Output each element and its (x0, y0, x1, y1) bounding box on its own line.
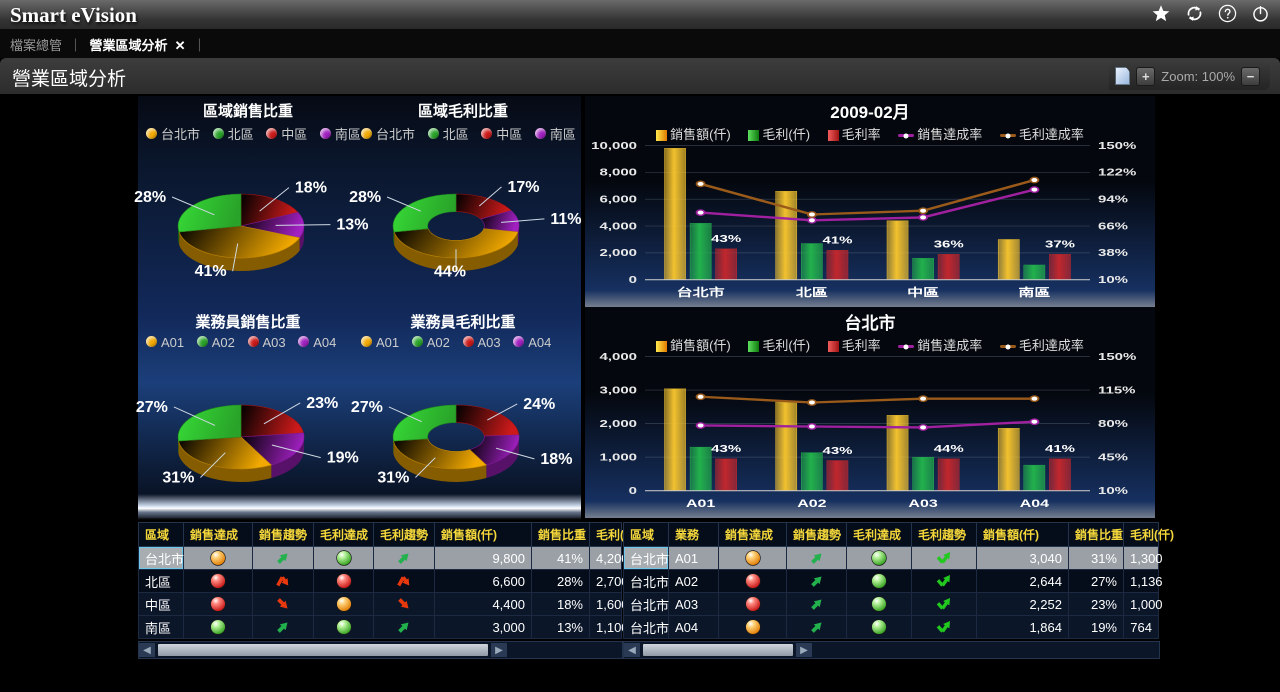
svg-text:10%: 10% (1098, 485, 1129, 497)
svg-text:A03: A03 (908, 497, 938, 509)
svg-text:41%: 41% (195, 263, 227, 280)
svg-text:4,000: 4,000 (600, 220, 637, 232)
svg-text:28%: 28% (349, 189, 381, 206)
svg-text:41%: 41% (1045, 443, 1076, 455)
svg-text:37%: 37% (1045, 238, 1076, 250)
svg-text:中區: 中區 (907, 286, 939, 299)
svg-text:122%: 122% (1098, 166, 1137, 178)
svg-text:8,000: 8,000 (600, 166, 637, 178)
svg-text:2,000: 2,000 (600, 417, 637, 429)
svg-text:44%: 44% (934, 443, 965, 455)
svg-text:27%: 27% (136, 399, 168, 416)
svg-text:1,000: 1,000 (600, 451, 637, 463)
svg-text:38%: 38% (1098, 247, 1129, 259)
svg-text:10%: 10% (1098, 274, 1129, 286)
svg-text:43%: 43% (711, 233, 742, 245)
svg-text:66%: 66% (1098, 220, 1129, 232)
svg-text:45%: 45% (1098, 451, 1129, 463)
svg-text:44%: 44% (434, 263, 466, 280)
svg-text:0: 0 (629, 485, 637, 497)
svg-text:A01: A01 (686, 497, 716, 509)
svg-text:150%: 150% (1098, 139, 1137, 151)
svg-text:94%: 94% (1098, 193, 1129, 205)
svg-text:18%: 18% (540, 451, 572, 468)
svg-text:43%: 43% (822, 444, 853, 456)
svg-text:18%: 18% (295, 180, 327, 197)
svg-text:41%: 41% (822, 234, 853, 246)
svg-text:43%: 43% (711, 443, 742, 455)
svg-text:A02: A02 (797, 497, 827, 509)
svg-text:10,000: 10,000 (591, 139, 637, 151)
svg-text:80%: 80% (1098, 417, 1129, 429)
svg-text:A04: A04 (1020, 497, 1050, 509)
svg-text:115%: 115% (1098, 384, 1136, 396)
svg-text:南區: 南區 (1018, 286, 1050, 299)
svg-text:6,000: 6,000 (600, 193, 637, 205)
svg-text:2,000: 2,000 (600, 247, 637, 259)
svg-text:28%: 28% (134, 189, 166, 206)
svg-text:台北市: 台北市 (677, 286, 725, 299)
svg-text:36%: 36% (934, 238, 965, 250)
svg-text:27%: 27% (351, 399, 383, 416)
svg-text:11%: 11% (550, 211, 581, 228)
svg-text:0: 0 (629, 274, 637, 286)
svg-text:31%: 31% (162, 470, 194, 487)
svg-text:17%: 17% (508, 179, 540, 196)
svg-text:23%: 23% (306, 395, 338, 412)
svg-text:150%: 150% (1098, 350, 1137, 362)
svg-text:4,000: 4,000 (600, 350, 637, 362)
svg-text:24%: 24% (523, 396, 555, 413)
svg-text:北區: 北區 (796, 286, 828, 298)
svg-text:3,000: 3,000 (600, 384, 637, 396)
svg-text:31%: 31% (377, 470, 409, 487)
